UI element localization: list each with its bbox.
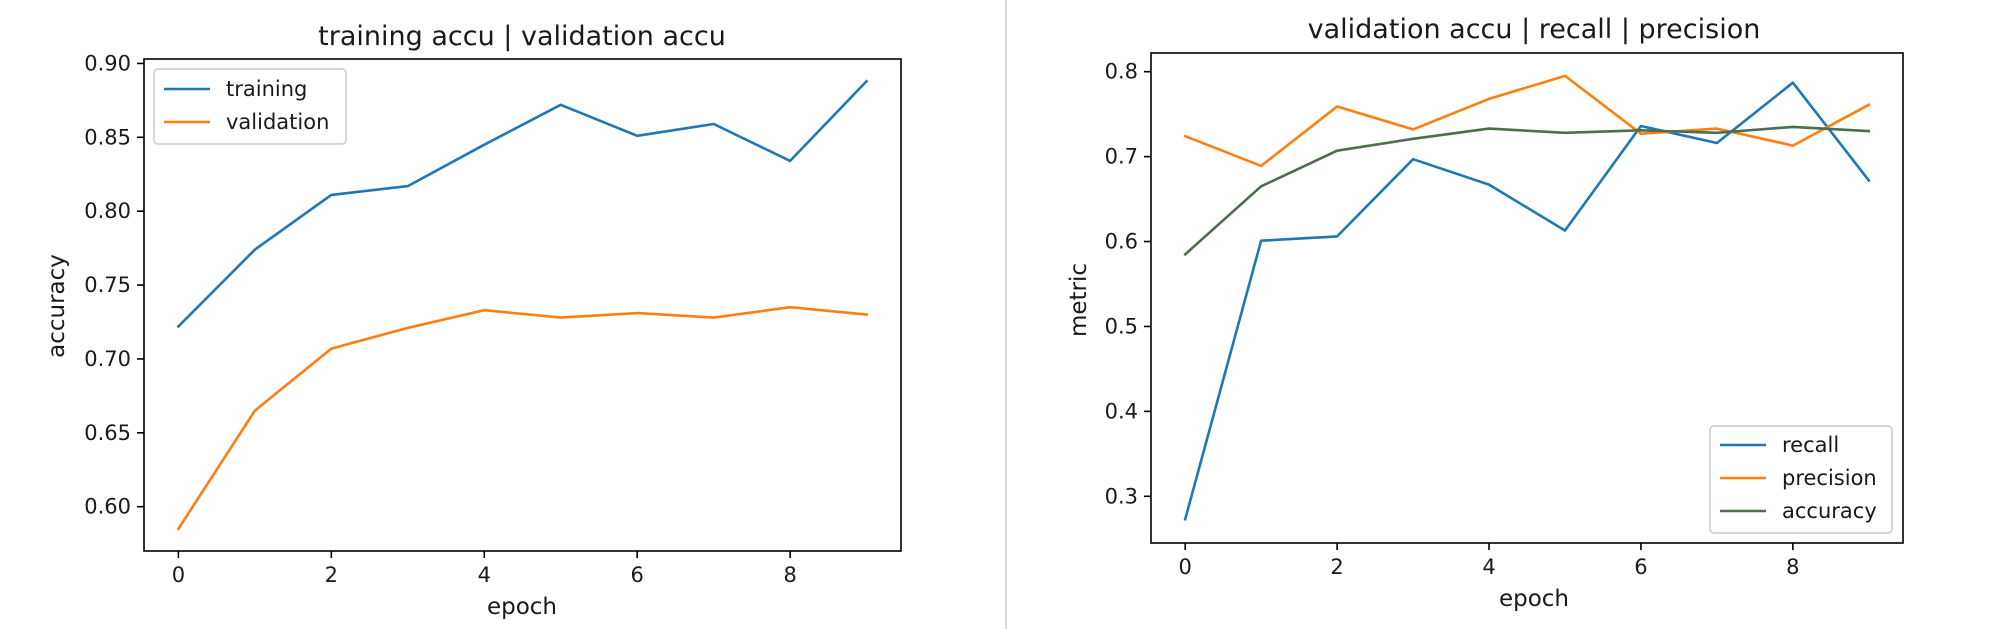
y-axis-label: accuracy: [44, 254, 70, 358]
metrics-chart: validation accu | recall | precision epo…: [1066, 14, 1904, 612]
series-line-validation: [176, 305, 869, 531]
x-tick-label: 6: [1634, 555, 1647, 579]
series-line-training: [176, 79, 869, 329]
x-tick-label: 0: [172, 563, 185, 587]
legend-label-validation: validation: [226, 110, 329, 134]
y-tick-label: 0.80: [84, 199, 131, 223]
legend: recall precision accuracy: [1709, 425, 1893, 534]
legend: training validation: [153, 68, 347, 145]
y-tick-label: 0.85: [84, 125, 131, 149]
x-tick-label: 0: [1178, 555, 1191, 579]
y-axis-label: metric: [1066, 263, 1092, 337]
x-tick-label: 8: [783, 563, 796, 587]
y-tick-label: 0.5: [1105, 314, 1138, 338]
chart-title: validation accu | recall | precision: [1308, 14, 1761, 45]
x-tick-label: 2: [325, 563, 338, 587]
y-tick-label: 0.60: [84, 495, 131, 519]
series-line-accuracy: [1183, 125, 1871, 257]
x-axis-label: epoch: [487, 594, 557, 620]
x-axis-label: epoch: [1499, 586, 1569, 612]
y-tick-label: 0.7: [1105, 145, 1138, 169]
legend-label-training: training: [226, 77, 307, 101]
legend-box: [1709, 425, 1893, 534]
series-line-precision: [1183, 74, 1871, 168]
x-tick-label: 8: [1786, 555, 1799, 579]
y-tick-label: 0.75: [84, 273, 131, 297]
series-line-recall: [1183, 81, 1871, 521]
x-tick-label: 4: [478, 563, 491, 587]
x-tick-label: 6: [631, 563, 644, 587]
legend-label-precision: precision: [1782, 466, 1877, 490]
plot-area: [1150, 52, 1904, 544]
y-tick-label: 0.4: [1105, 399, 1138, 423]
x-tick-label: 2: [1330, 555, 1343, 579]
y-tick-label: 0.8: [1105, 60, 1138, 84]
legend-label-recall: recall: [1782, 433, 1839, 457]
y-tick-label: 0.6: [1105, 230, 1138, 254]
legend-label-accuracy: accuracy: [1782, 499, 1877, 523]
chart-title: training accu | validation accu: [318, 21, 726, 52]
x-tick-label: 4: [1482, 555, 1495, 579]
y-tick-label: 0.70: [84, 347, 131, 371]
y-tick-label: 0.65: [84, 421, 131, 445]
accuracy-chart: training accu | validation accu epoch ac…: [44, 21, 902, 620]
y-tick-label: 0.90: [84, 51, 131, 75]
plot-area: [143, 58, 902, 552]
y-tick-label: 0.3: [1105, 484, 1138, 508]
